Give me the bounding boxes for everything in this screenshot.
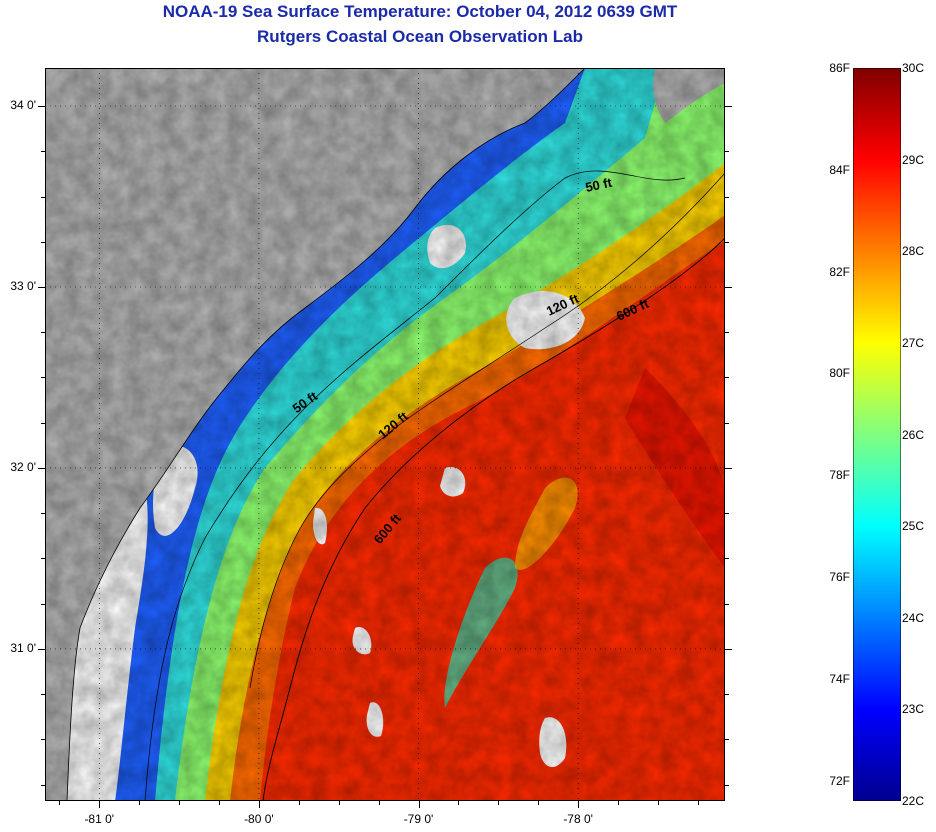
lat-axis-tick xyxy=(725,694,729,696)
colorbar xyxy=(853,68,901,801)
colorbar-celsius-label: 24C xyxy=(902,610,925,625)
lon-axis-tick xyxy=(458,801,460,805)
lon-axis-tick xyxy=(59,801,61,805)
colorbar-celsius-label: 22C xyxy=(902,794,925,808)
colorbar-celsius-label: 26C xyxy=(902,427,925,442)
contour-label-50ft-north: 50 ft xyxy=(584,175,614,195)
lat-axis-tick xyxy=(725,286,732,288)
colorbar-celsius-label: 23C xyxy=(902,702,925,717)
lat-axis-tick xyxy=(725,241,729,243)
colorbar-celsius-label: 30C xyxy=(902,61,925,75)
lon-axis-tick xyxy=(338,801,340,805)
lat-axis-tick xyxy=(725,332,729,334)
lat-axis-tick xyxy=(41,603,45,605)
lat-tick-label: 31 0' xyxy=(10,640,36,655)
lon-axis-tick xyxy=(657,801,659,805)
lat-axis-tick xyxy=(38,467,45,469)
lat-axis-tick xyxy=(725,196,729,198)
lon-axis-tick xyxy=(378,801,380,805)
lat-axis-tick xyxy=(41,151,45,153)
map-border xyxy=(45,68,725,801)
lat-axis-tick xyxy=(41,196,45,198)
colorbar-fahrenheit-label: 78F xyxy=(829,468,850,483)
lon-axis-tick xyxy=(578,801,580,808)
lat-axis-tick xyxy=(41,422,45,424)
lat-axis-tick xyxy=(38,648,45,650)
colorbar-celsius-label: 29C xyxy=(902,152,925,167)
colorbar-fahrenheit-label: 72F xyxy=(829,773,850,788)
lon-axis-tick xyxy=(618,801,620,805)
lat-axis-tick xyxy=(41,784,45,786)
lon-axis-tick xyxy=(218,801,220,805)
sst-map[interactable]: 50 ft 120 ft 600 ft 50 ft 120 ft 600 ft xyxy=(45,68,725,801)
lat-axis-tick xyxy=(725,739,729,741)
colorbar-celsius-label: 28C xyxy=(902,244,925,259)
colorbar-fahrenheit-label: 80F xyxy=(829,366,850,381)
colorbar-fahrenheit-label: 74F xyxy=(829,671,850,686)
lon-tick-label: -81 0' xyxy=(84,812,115,826)
chart-subtitle: Rutgers Coastal Ocean Observation Lab xyxy=(257,27,583,46)
chart-title: NOAA-19 Sea Surface Temperature: October… xyxy=(162,2,678,21)
lat-axis-tick xyxy=(38,106,45,107)
lat-axis-tick xyxy=(725,377,729,379)
colorbar-fill xyxy=(853,68,901,801)
lon-axis-tick xyxy=(99,801,101,808)
lon-tick-label: -79 0' xyxy=(403,812,434,826)
lat-axis-tick xyxy=(725,558,729,560)
lat-axis-tick xyxy=(725,784,729,786)
lat-tick-label: 34 0' xyxy=(10,98,36,112)
colorbar-celsius-label: 27C xyxy=(902,335,925,350)
colorbar-fahrenheit-label: 86F xyxy=(829,61,850,75)
lon-axis-tick xyxy=(258,801,260,808)
lon-axis-tick xyxy=(538,801,540,805)
lat-axis-tick xyxy=(41,558,45,560)
lat-axis-tick xyxy=(41,513,45,515)
colorbar-fahrenheit-label: 84F xyxy=(829,162,850,177)
lat-axis-tick xyxy=(725,151,729,153)
lat-axis-tick xyxy=(725,467,732,469)
lat-axis-tick xyxy=(38,286,45,288)
lon-axis-tick xyxy=(697,801,699,805)
lon-axis-tick xyxy=(498,801,500,805)
sst-texture xyxy=(45,68,725,801)
lat-axis-tick xyxy=(725,422,729,424)
colorbar-celsius-label: 25C xyxy=(902,519,925,534)
lat-axis-tick xyxy=(725,603,729,605)
lat-tick-label: 32 0' xyxy=(10,459,36,474)
lat-axis-tick xyxy=(725,106,732,107)
lat-axis-tick xyxy=(41,332,45,334)
lat-tick-label: 33 0' xyxy=(10,278,36,293)
lon-axis-tick xyxy=(139,801,141,805)
colorbar-fahrenheit-label: 76F xyxy=(829,570,850,585)
lat-axis-tick xyxy=(41,739,45,741)
lon-tick-label: -80 0' xyxy=(244,812,274,826)
lon-tick-label: -78 0' xyxy=(563,812,593,826)
lat-axis-tick xyxy=(41,694,45,696)
lat-axis-tick xyxy=(725,648,732,650)
lon-axis-tick xyxy=(179,801,181,805)
colorbar-fahrenheit-label: 82F xyxy=(829,264,850,279)
lat-axis-tick xyxy=(725,513,729,515)
lat-axis-tick xyxy=(41,241,45,243)
lon-axis-tick xyxy=(418,801,420,808)
lon-axis-tick xyxy=(298,801,300,805)
lat-axis-tick xyxy=(41,377,45,379)
